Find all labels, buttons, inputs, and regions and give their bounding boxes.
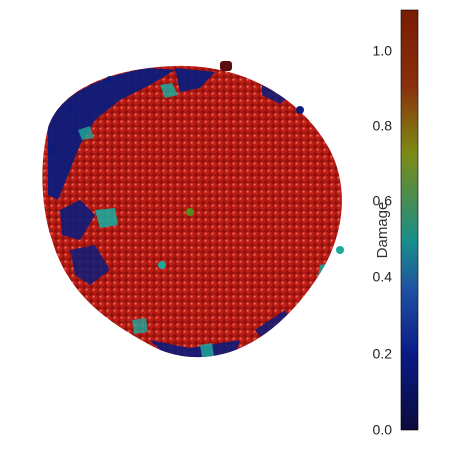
colorbar-label: Damage: [374, 202, 391, 259]
mid-damage-region: [160, 83, 178, 98]
colorbar-tick: 0.2: [373, 346, 393, 362]
colorbar-tick: 0.0: [373, 422, 393, 438]
particle-body: [42, 65, 344, 358]
mid-damage-region: [132, 318, 148, 334]
low-damage-region: [255, 310, 292, 342]
colorbar-tick: 0.8: [373, 118, 393, 134]
low-damage-region: [175, 68, 215, 92]
low-damage-region: [60, 200, 95, 240]
low-damage-region: [70, 245, 110, 285]
damaged-regions: [48, 68, 334, 358]
colorbar: 1.0 0.8 0.6 0.4 0.2 0.0 Damage: [373, 9, 419, 438]
colorbar-tick: 0.4: [373, 269, 393, 285]
colorbar-tick: 0.6: [373, 193, 393, 209]
mid-damage-region: [78, 126, 94, 140]
low-damage-region: [48, 68, 175, 200]
mid-damage-region: [95, 208, 118, 228]
colorbar-tick: 1.0: [373, 43, 393, 59]
mid-damage-region: [200, 343, 214, 357]
colorbar-gradient: [400, 9, 419, 431]
outlier-particle: [220, 61, 232, 71]
